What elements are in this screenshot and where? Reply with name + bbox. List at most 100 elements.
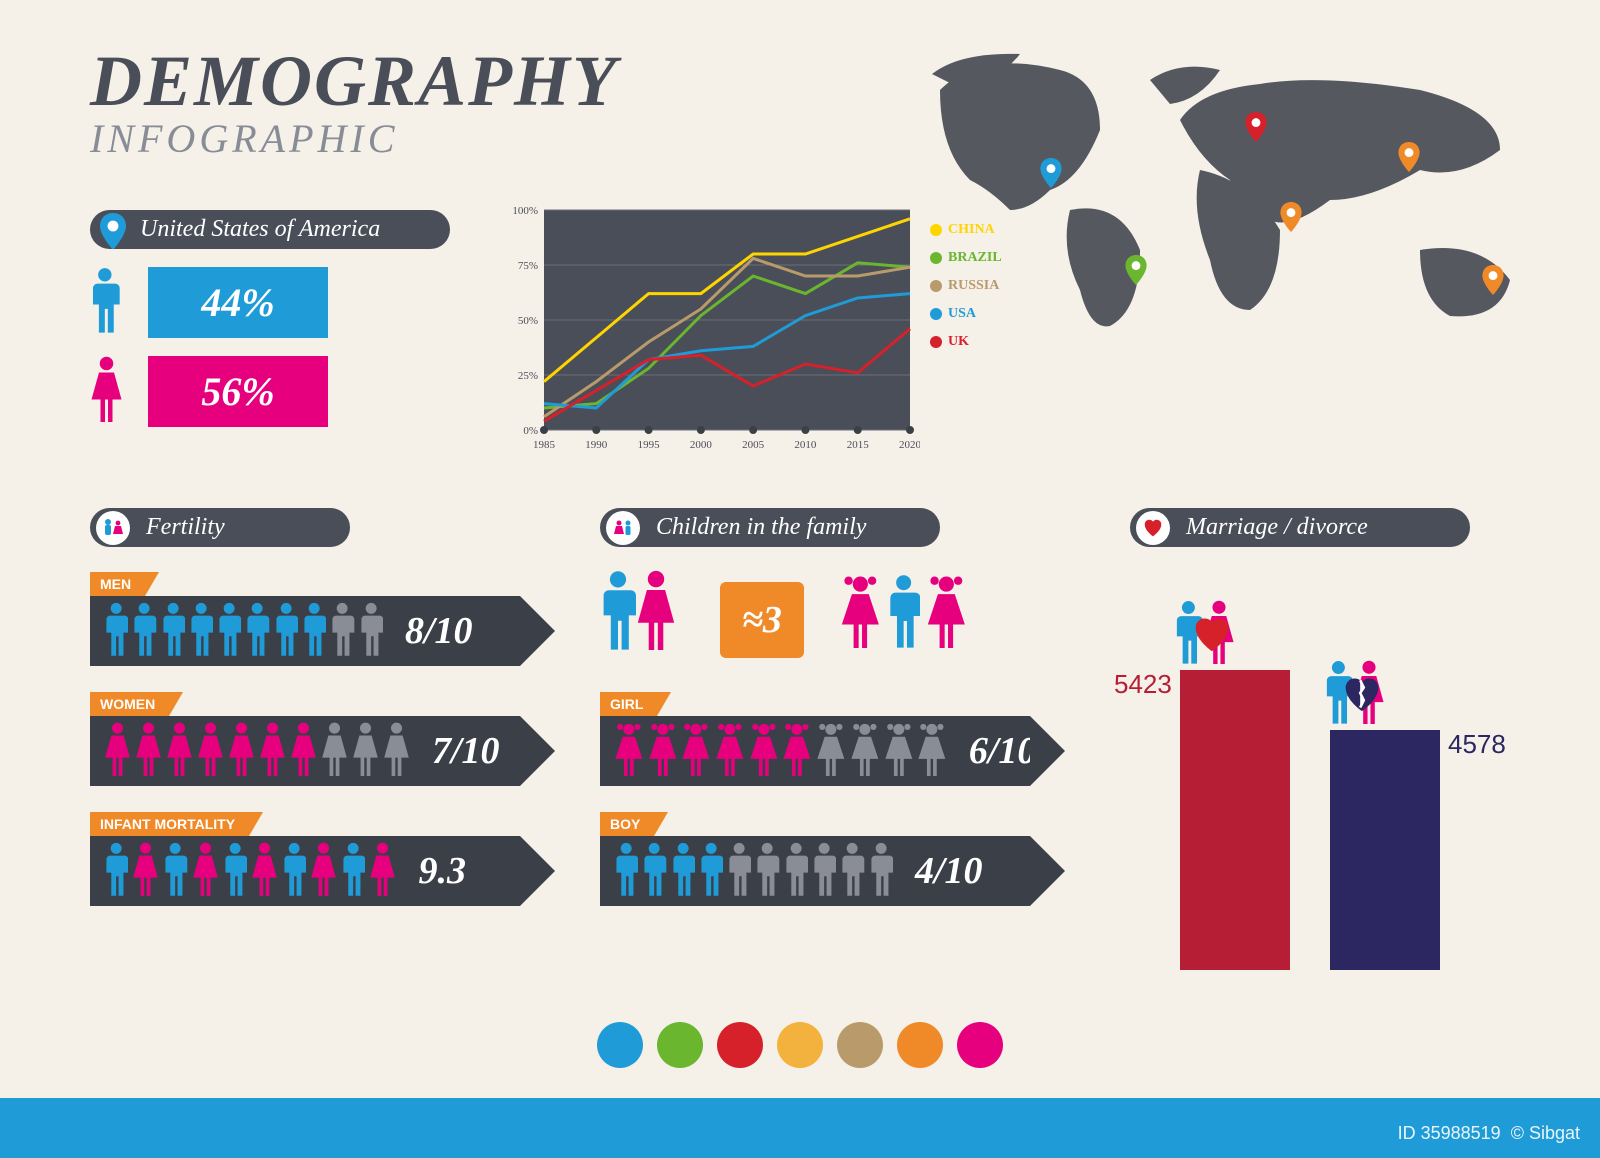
row-value: 9.3 [418, 849, 466, 893]
svg-text:75%: 75% [518, 260, 538, 272]
male-icon [90, 267, 130, 338]
chart-legend: CHINABRAZILRUSSIAUSAUK [930, 210, 1002, 362]
person-icon [359, 602, 383, 661]
person-icon [251, 842, 278, 901]
heart-icon [1136, 511, 1170, 545]
person-icon [341, 842, 365, 901]
person-icon [259, 722, 286, 781]
image-id: ID 35988519 [1398, 1123, 1501, 1143]
palette-dots [597, 1022, 1003, 1068]
title-block: DEMOGRAPHY INFOGRAPHIC [90, 40, 618, 162]
pictogram-bar: 8/10 [90, 596, 520, 666]
children-pill: Children in the family [600, 508, 940, 547]
couple-icon [1324, 660, 1385, 724]
female-icon [90, 356, 130, 427]
children-icons [840, 574, 967, 653]
legend-item: USA [930, 306, 1002, 322]
person-icon [383, 722, 410, 781]
person-icon [812, 842, 836, 901]
person-icon [715, 722, 745, 781]
svg-text:2020: 2020 [899, 439, 920, 451]
female-pct: 56% [148, 356, 328, 427]
svg-text:2005: 2005 [742, 439, 765, 451]
row-tab: INFANT MORTALITY [90, 812, 249, 836]
pictogram-bar: 9.3 [90, 836, 520, 906]
children-icon [606, 511, 640, 545]
row-tab: BOY [600, 812, 654, 836]
map-pin [1280, 202, 1302, 232]
person-icon [917, 722, 947, 781]
person-icon [132, 842, 159, 901]
md-value: 4578 [1448, 729, 1506, 760]
male-row: 44% [90, 267, 470, 338]
map-pin [1245, 112, 1267, 142]
person-icon [681, 722, 711, 781]
female-row: 56% [90, 356, 470, 427]
footer-strip [0, 1098, 1600, 1158]
svg-text:0%: 0% [523, 425, 538, 437]
child-icon [840, 574, 881, 653]
title-main: DEMOGRAPHY [90, 40, 618, 123]
person-icon [197, 722, 224, 781]
svg-text:1990: 1990 [585, 439, 608, 451]
children-summary [600, 570, 676, 655]
legend-item: BRAZIL [930, 250, 1002, 266]
map-pin [1398, 142, 1420, 172]
row-tab: MEN [90, 572, 145, 596]
person-icon [290, 722, 317, 781]
palette-dot [837, 1022, 883, 1068]
person-icon [755, 842, 779, 901]
person-icon [135, 722, 162, 781]
legend-item: UK [930, 334, 1002, 350]
marriage-bars: 54234578 [1140, 560, 1520, 970]
person-icon [274, 602, 298, 661]
person-icon [321, 722, 348, 781]
pictogram-bar: 6/10 [600, 716, 1030, 786]
couple-icon [1174, 600, 1235, 664]
child-icon [887, 574, 920, 653]
palette-dot [717, 1022, 763, 1068]
palette-dot [597, 1022, 643, 1068]
person-icon [245, 602, 269, 661]
person-icon [727, 842, 751, 901]
broken-heart-icon [1340, 673, 1384, 718]
md-bar [1330, 730, 1440, 970]
person-icon [369, 842, 396, 901]
person-icon [217, 602, 241, 661]
person-icon [699, 842, 723, 901]
pictogram-bar: 7/10 [90, 716, 520, 786]
person-icon [749, 722, 779, 781]
person-icon [302, 602, 326, 661]
palette-dot [657, 1022, 703, 1068]
row-value: 4/10 [915, 849, 983, 893]
person-icon [648, 722, 678, 781]
person-icon [884, 722, 914, 781]
person-icon [784, 842, 808, 901]
person-icon [816, 722, 846, 781]
person-icon [192, 842, 219, 901]
male-pct: 44% [148, 267, 328, 338]
md-value: 5423 [1114, 669, 1172, 700]
svg-text:2015: 2015 [847, 439, 870, 451]
palette-dot [777, 1022, 823, 1068]
person-icon [869, 842, 893, 901]
row-value: 6/10 [969, 729, 1037, 773]
marriage-label: Marriage / divorce [1186, 514, 1368, 540]
map-pin [1040, 158, 1062, 188]
person-icon [104, 842, 128, 901]
family-icon [96, 511, 130, 545]
row-tab: GIRL [600, 692, 657, 716]
approx-badge: ≈3 [720, 582, 804, 658]
person-icon [166, 722, 193, 781]
person-icon [614, 722, 644, 781]
row-tab: WOMEN [90, 692, 169, 716]
author: Sibgat [1529, 1123, 1580, 1143]
svg-text:100%: 100% [512, 205, 538, 217]
person-icon [163, 842, 187, 901]
svg-text:25%: 25% [518, 370, 538, 382]
usa-label: United States of America [140, 216, 380, 242]
person-icon [671, 842, 695, 901]
person-icon [132, 602, 156, 661]
child-icon [926, 574, 967, 653]
person-icon [223, 842, 247, 901]
